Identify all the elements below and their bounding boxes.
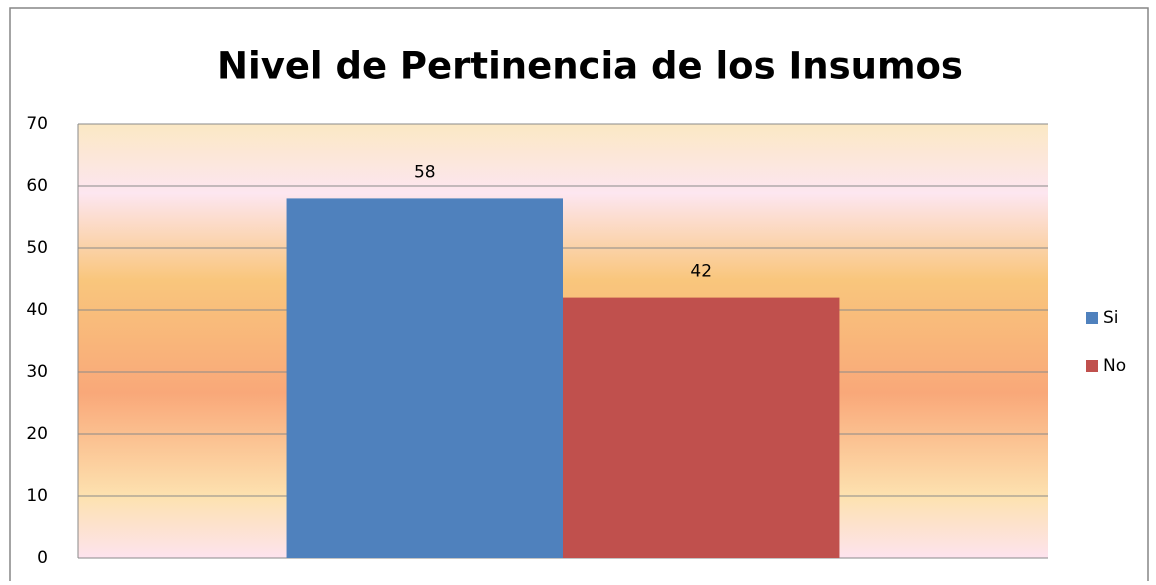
chart-title: Nivel de Pertinencia de los Insumos (217, 45, 963, 88)
y-tick-label: 60 (26, 176, 48, 196)
legend-swatch (1086, 360, 1098, 372)
y-tick-label: 50 (26, 238, 48, 258)
y-tick-label: 70 (26, 114, 48, 134)
data-label: 58 (414, 162, 436, 182)
y-tick-label: 10 (26, 486, 48, 506)
y-tick-label: 20 (26, 424, 48, 444)
legend-label: Si (1103, 308, 1119, 328)
bar (563, 297, 840, 558)
bar (286, 198, 563, 558)
legend-swatch (1086, 312, 1098, 324)
legend-label: No (1103, 356, 1126, 376)
y-tick-label: 0 (37, 548, 48, 568)
data-label: 42 (690, 262, 712, 282)
y-tick-label: 30 (26, 362, 48, 382)
y-tick-label: 40 (26, 300, 48, 320)
